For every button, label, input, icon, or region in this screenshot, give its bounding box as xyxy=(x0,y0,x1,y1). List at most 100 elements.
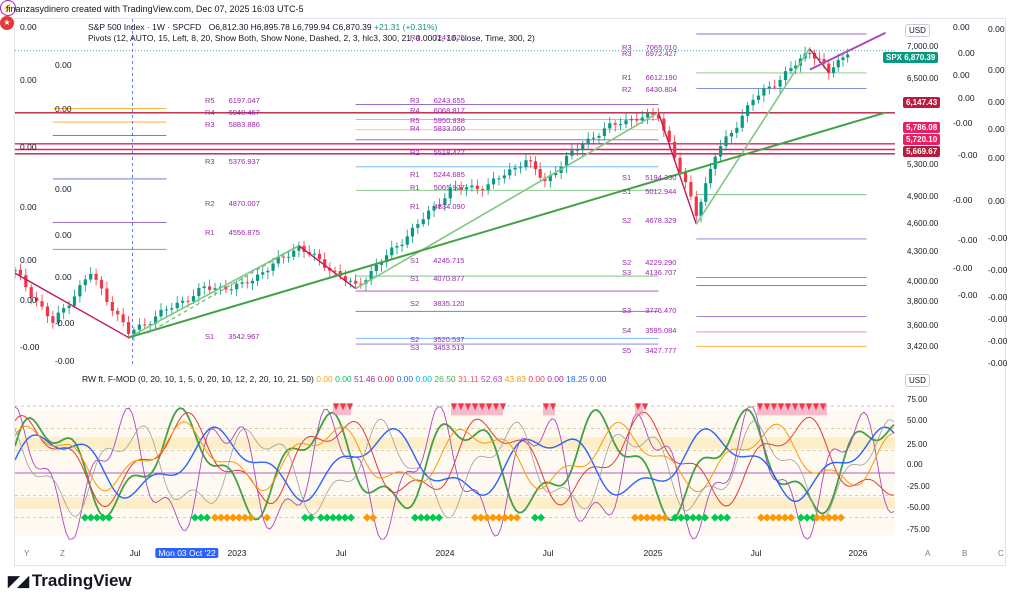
candle-body xyxy=(475,185,479,190)
candle-body xyxy=(808,52,812,54)
candle-body xyxy=(591,137,596,139)
candle-body xyxy=(719,146,723,157)
pivot-label: R4 7247.625 xyxy=(410,33,465,42)
sell-signal-marker xyxy=(333,403,339,411)
buy-signal-marker xyxy=(429,513,437,522)
pivot-tag: R1 xyxy=(205,228,215,237)
candle-body xyxy=(410,227,415,237)
buy-signal-marker xyxy=(341,513,349,522)
candle-body xyxy=(421,219,425,225)
buy-signal-marker xyxy=(507,513,515,522)
candle-body xyxy=(751,99,755,106)
candle-body xyxy=(464,187,469,190)
pivot-label: R1 4556.875 xyxy=(205,228,260,237)
price-axis-tick: 4,300.00 xyxy=(907,247,939,256)
pivot-tag: R4 xyxy=(410,33,420,42)
candle-body xyxy=(481,189,485,191)
price-tag: 5,786.08 xyxy=(903,122,941,133)
candle-body xyxy=(400,244,404,247)
currency-selector[interactable]: USD xyxy=(905,24,930,37)
price-axis-tick: 4,900.00 xyxy=(907,192,939,201)
candle-body xyxy=(513,167,517,170)
indicator-pane[interactable] xyxy=(15,368,1005,546)
overbought-signal-block xyxy=(635,403,643,416)
candle-body xyxy=(132,329,136,334)
candle-body xyxy=(312,253,316,255)
candle-body xyxy=(148,324,152,326)
buy-signal-marker xyxy=(531,513,539,522)
indicator-value: 18.25 xyxy=(563,374,588,384)
pivot-tag: S1 xyxy=(622,187,632,196)
tradingview-logo[interactable]: ◤◢ TradingView xyxy=(8,571,132,591)
candle-body xyxy=(229,289,233,291)
side-value: -0.00 xyxy=(958,235,978,245)
buy-signal-marker xyxy=(671,513,679,522)
side-value: -0.00 xyxy=(988,314,1008,324)
pivot-tag: R4 xyxy=(410,106,420,115)
sell-signal-marker xyxy=(792,403,798,411)
price-axis-tick: 6,500.00 xyxy=(907,74,939,83)
buy-signal-marker xyxy=(301,513,309,522)
pivot-tag: S3 xyxy=(622,306,632,315)
time-axis-label: Jul xyxy=(750,548,762,558)
pivot-label: S2 4229.290 xyxy=(622,258,676,267)
sell-signal-marker xyxy=(472,403,478,411)
candle-body xyxy=(385,255,389,263)
candle-body xyxy=(524,160,528,168)
time-axis-label: Jul xyxy=(335,548,347,558)
candle-body xyxy=(197,288,201,297)
price-pane[interactable] xyxy=(15,19,1005,367)
us-flag-icon[interactable]: ★ xyxy=(0,16,14,30)
candle-body xyxy=(778,80,782,87)
candle-body xyxy=(678,157,682,172)
momentum-line xyxy=(15,406,895,540)
pivot-tag: R3 xyxy=(622,49,632,58)
candle-body xyxy=(470,185,474,188)
side-value: -0.00 xyxy=(958,150,978,160)
dashed-trendline xyxy=(147,245,300,334)
pivot-tag: S2 xyxy=(410,335,420,344)
time-axis-label: 2023 xyxy=(227,548,247,558)
pivot-label: R1 6612.190 xyxy=(622,73,677,82)
candle-body xyxy=(105,288,109,302)
buy-signal-marker xyxy=(495,513,503,522)
side-value: -0.00 xyxy=(958,290,978,300)
buy-signal-marker xyxy=(105,513,113,522)
candle-body xyxy=(613,123,617,125)
indicator-currency-selector[interactable]: USD xyxy=(905,374,930,387)
pivot-label: S1 3542.967 xyxy=(205,332,259,341)
candle-body xyxy=(575,149,579,151)
candle-body xyxy=(245,282,249,284)
pivot-tag: S1 xyxy=(205,332,215,341)
zigzag-line xyxy=(15,272,129,339)
candle-body xyxy=(208,286,212,290)
buy-signal-marker xyxy=(241,513,249,522)
pivot-value: 6040.467 xyxy=(228,108,260,117)
side-value: -0.00 xyxy=(988,265,1008,275)
pivot-label: R2 5518.477 xyxy=(410,148,465,157)
candle-body xyxy=(292,250,296,257)
candle-body xyxy=(24,275,28,288)
candle-body xyxy=(640,117,644,121)
candle-body xyxy=(374,264,378,271)
pivot-value: 3427.777 xyxy=(645,346,677,355)
candle-body xyxy=(191,296,196,302)
buy-signal-marker xyxy=(483,513,491,522)
indicator-value: 43.83 xyxy=(502,374,526,384)
buy-signal-marker xyxy=(477,513,485,522)
sell-signal-marker xyxy=(550,403,556,411)
pivot-tag: R4 xyxy=(205,108,215,117)
buy-signal-marker xyxy=(831,513,839,522)
candle-body xyxy=(224,286,228,290)
candle-body xyxy=(448,187,452,199)
pivot-value: 3835.120 xyxy=(433,299,465,308)
candle-body xyxy=(99,279,104,289)
lightning-icon[interactable]: ⚡ xyxy=(0,0,16,16)
buy-signal-marker xyxy=(363,513,371,522)
pivot-value: 6972.427 xyxy=(645,49,677,58)
pivot-value: 4070.877 xyxy=(433,274,465,283)
pivot-tag: S4 xyxy=(622,326,632,335)
chart-frame xyxy=(14,18,1006,566)
pivot-value: 4245.715 xyxy=(433,256,465,265)
pivot-label: R3 5376.937 xyxy=(205,157,260,166)
